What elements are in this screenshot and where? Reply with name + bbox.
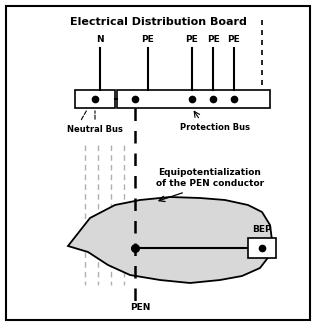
Bar: [75, 90, 115, 108]
Text: Neutral Bus: Neutral Bus: [67, 126, 123, 135]
Text: PEN: PEN: [130, 304, 150, 313]
Text: PE: PE: [142, 36, 155, 45]
Text: Protection Bus: Protection Bus: [180, 124, 250, 132]
Text: N: N: [96, 36, 104, 45]
Text: PE: PE: [228, 36, 240, 45]
Text: Equipotentialization
of the PEN conductor: Equipotentialization of the PEN conducto…: [156, 168, 264, 188]
Polygon shape: [68, 197, 272, 283]
Text: PE: PE: [207, 36, 219, 45]
Bar: [248, 238, 276, 258]
Text: Electrical Distribution Board: Electrical Distribution Board: [70, 17, 246, 27]
Bar: [117, 90, 270, 108]
Text: BEP: BEP: [252, 226, 272, 234]
Text: PE: PE: [185, 36, 198, 45]
